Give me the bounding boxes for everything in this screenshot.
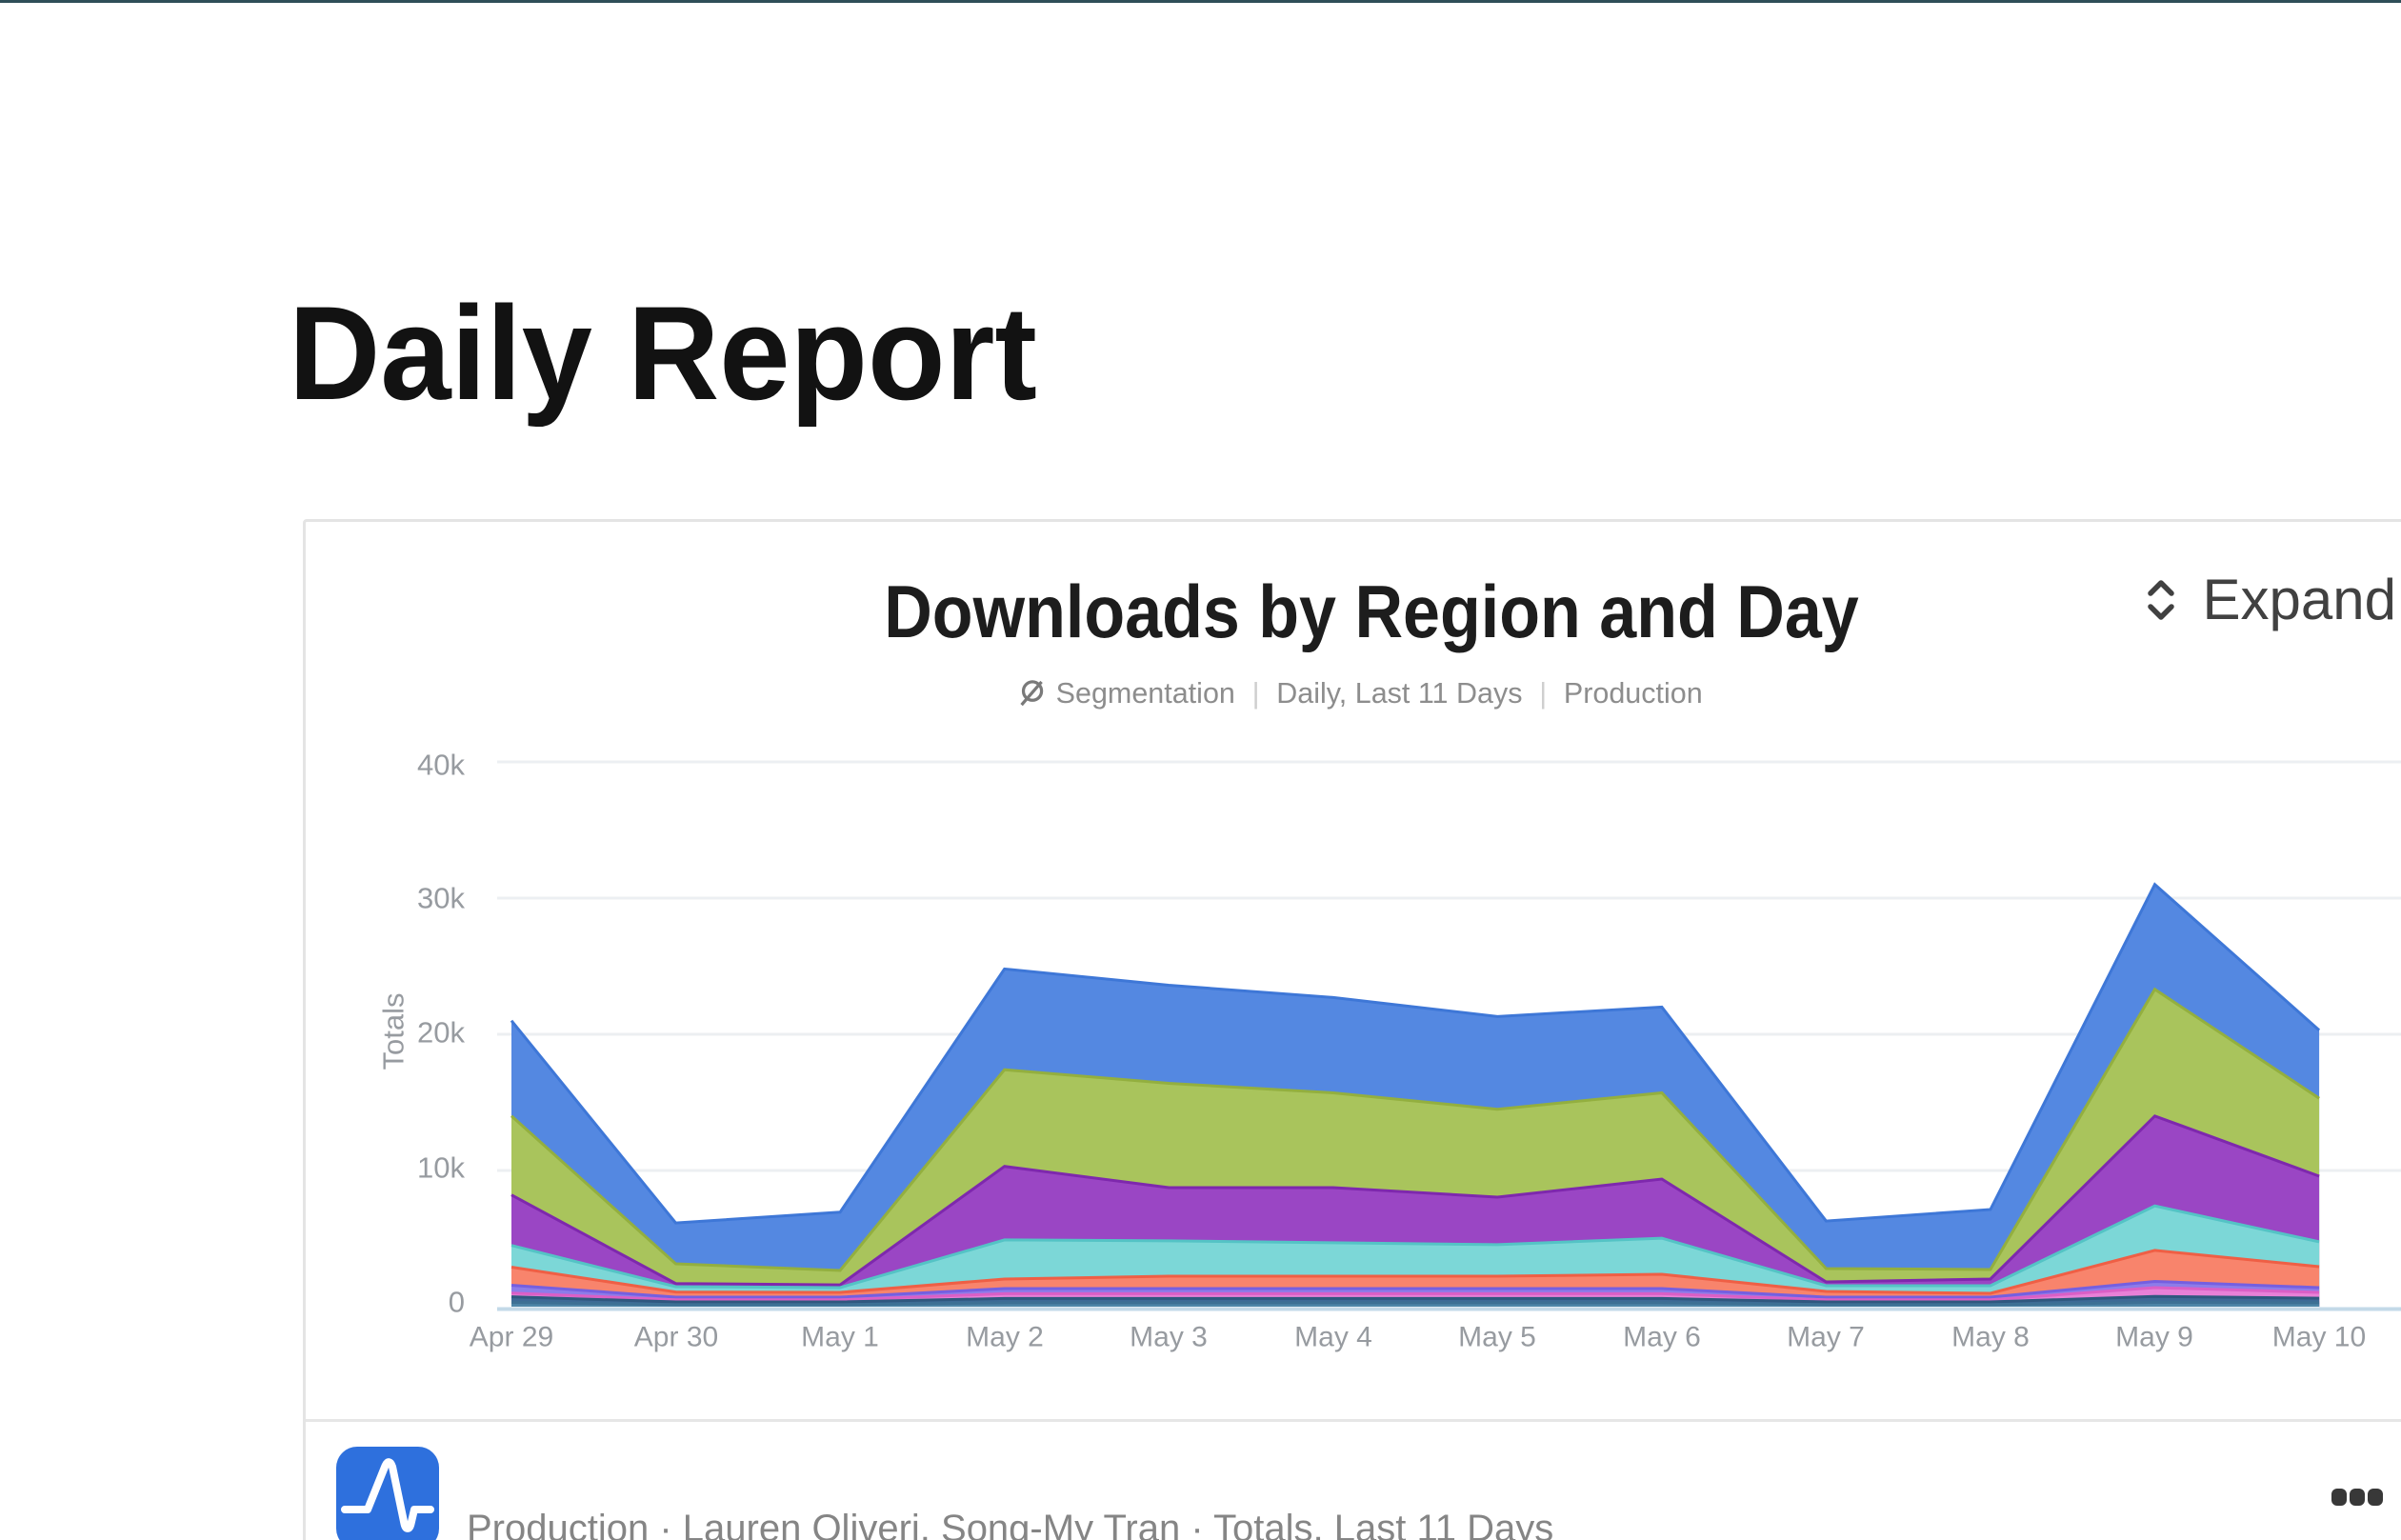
svg-text:Apr 30: Apr 30 [634, 1322, 718, 1353]
svg-text:May 4: May 4 [1294, 1322, 1372, 1353]
svg-text:0: 0 [449, 1286, 465, 1319]
svg-text:May 6: May 6 [1623, 1322, 1701, 1353]
svg-text:May 5: May 5 [1458, 1322, 1536, 1353]
svg-text:Totals: Totals [377, 993, 410, 1070]
svg-text:May 9: May 9 [2115, 1322, 2193, 1353]
svg-text:May 7: May 7 [1787, 1322, 1865, 1353]
svg-text:30k: 30k [417, 882, 465, 915]
svg-text:May 1: May 1 [801, 1322, 879, 1353]
svg-text:20k: 20k [417, 1016, 465, 1050]
svg-text:10k: 10k [417, 1151, 465, 1185]
svg-text:May 8: May 8 [1951, 1322, 2030, 1353]
svg-text:May 3: May 3 [1130, 1322, 1208, 1353]
svg-text:May 2: May 2 [966, 1322, 1044, 1353]
svg-text:40k: 40k [417, 749, 465, 782]
svg-text:Apr 29: Apr 29 [470, 1322, 553, 1353]
svg-text:May 10: May 10 [2272, 1322, 2366, 1353]
